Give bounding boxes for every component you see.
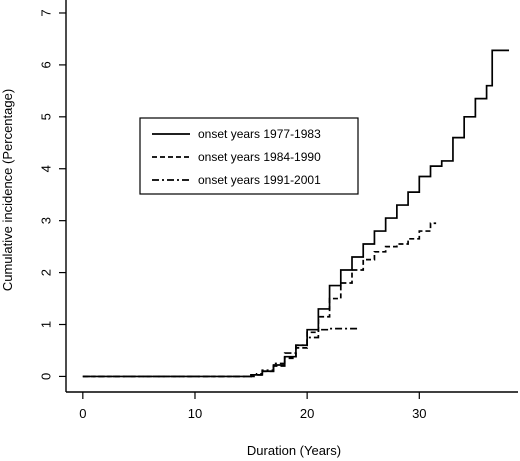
x-tick-label: 20 bbox=[300, 406, 314, 421]
y-tick-label: 0 bbox=[39, 373, 54, 380]
legend-label-1: onset years 1977-1983 bbox=[198, 127, 321, 141]
legend: onset years 1977-1983 onset years 1984-19… bbox=[139, 117, 359, 195]
series-line-2 bbox=[82, 222, 437, 378]
legend-label-3: onset years 1991-2001 bbox=[198, 173, 321, 187]
y-tick-label: 4 bbox=[39, 165, 54, 172]
legend-label-2: onset years 1984-1990 bbox=[198, 150, 321, 164]
series-line-1 bbox=[82, 49, 510, 378]
y-tick-label: 2 bbox=[39, 269, 54, 276]
x-axis: 0 10 20 30 bbox=[79, 392, 427, 421]
y-tick-label: 3 bbox=[39, 217, 54, 224]
y-axis-title: Cumulative incidence (Percentage) bbox=[0, 89, 15, 291]
plot-frame bbox=[65, 0, 518, 393]
y-tick-label: 1 bbox=[39, 321, 54, 328]
y-tick-label: 7 bbox=[39, 9, 54, 16]
x-tick-label: 10 bbox=[188, 406, 202, 421]
legend-box bbox=[139, 117, 359, 195]
x-tick-label: 0 bbox=[79, 406, 86, 421]
x-axis-title: Duration (Years) bbox=[247, 443, 341, 458]
x-tick-label: 30 bbox=[412, 406, 426, 421]
y-tick-label: 6 bbox=[39, 61, 54, 68]
y-tick-label: 5 bbox=[39, 113, 54, 120]
series-line-3 bbox=[82, 327, 358, 378]
y-axis: 0 1 2 3 4 5 6 7 bbox=[39, 9, 66, 380]
series-layer bbox=[82, 49, 510, 378]
